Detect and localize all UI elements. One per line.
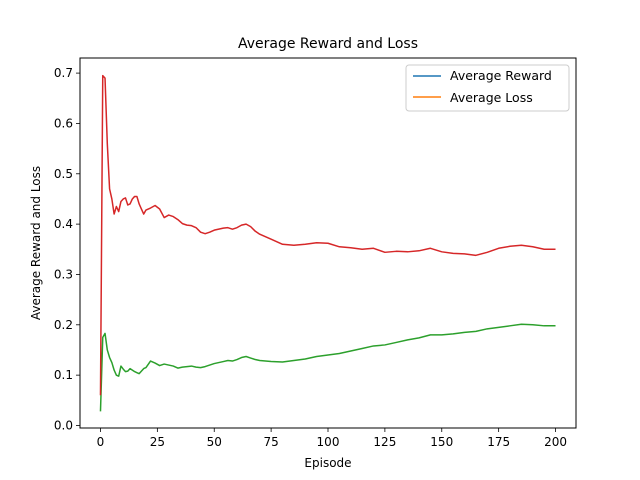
legend-box [405, 64, 570, 112]
y-tick-label: 0.6 [54, 116, 73, 130]
y-tick-label: 0.0 [54, 418, 73, 432]
y-tick-label: 0.7 [54, 66, 73, 80]
y-axis-label: Average Reward and Loss [29, 166, 43, 320]
y-tick-label: 0.2 [54, 318, 73, 332]
chart-title: Average Reward and Loss [238, 36, 418, 52]
series-line-1 [99, 74, 556, 396]
x-tick-label: 125 [373, 435, 396, 449]
y-tick-label: 0.5 [54, 167, 73, 181]
x-axis-ticks: 0 25 50 75 100 125 150 175 200 [97, 428, 567, 449]
y-axis-ticks: 0.0 0.1 0.2 0.3 0.4 0.5 0.6 0.7 [54, 66, 80, 432]
legend: Average Reward Average Loss [405, 64, 570, 112]
x-tick-label: 100 [317, 435, 340, 449]
legend-label-average-reward: Average Reward [450, 68, 552, 83]
x-tick-label: 25 [150, 435, 165, 449]
plot-lines [99, 74, 556, 412]
x-tick-label: 200 [544, 435, 567, 449]
series-line-0 [99, 323, 556, 412]
y-tick-label: 0.4 [54, 217, 73, 231]
x-axis-label: Episode [304, 456, 351, 470]
x-tick-label: 50 [207, 435, 222, 449]
x-tick-label: 175 [487, 435, 510, 449]
x-tick-label: 75 [263, 435, 278, 449]
y-tick-label: 0.1 [54, 368, 73, 382]
legend-label-average-loss: Average Loss [450, 90, 533, 105]
x-tick-label: 150 [430, 435, 453, 449]
plot-frame [79, 57, 577, 429]
y-tick-label: 0.3 [54, 267, 73, 281]
x-tick-label: 0 [97, 435, 105, 449]
